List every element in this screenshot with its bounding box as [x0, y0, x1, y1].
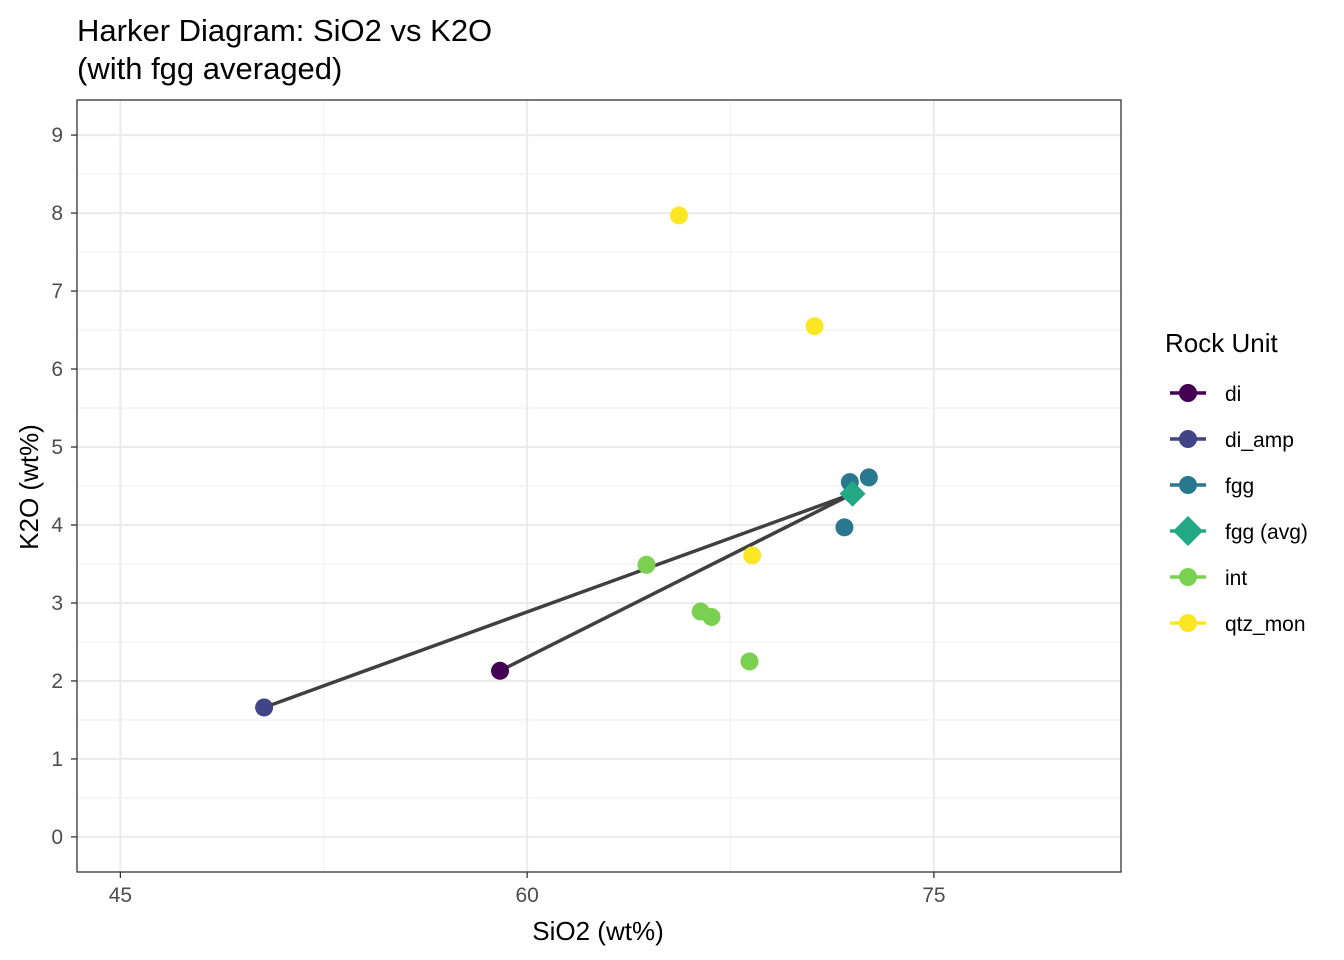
legend-title: Rock Unit [1165, 328, 1278, 358]
y-axis-title: K2O (wt%) [14, 424, 44, 550]
legend-label: fgg (avg) [1225, 521, 1308, 544]
legend-key-circle [1179, 384, 1197, 402]
legend-item: fgg (avg) [1170, 516, 1308, 546]
y-tick-label: 6 [51, 358, 63, 381]
data-point-qtz-mon [805, 317, 824, 336]
legend-item: fgg [1170, 475, 1254, 498]
legend-key-circle [1179, 476, 1197, 494]
legend-key-diamond [1173, 516, 1203, 546]
chart-title: Harker Diagram: SiO2 vs K2O (with fgg av… [77, 13, 492, 86]
y-tick-label: 8 [51, 202, 63, 225]
data-point-fgg [859, 468, 878, 487]
y-axis-ticks: 0 1 2 3 4 5 6 7 8 9 [51, 124, 77, 849]
y-tick-label: 3 [51, 592, 63, 615]
grid-lines [77, 100, 1121, 872]
legend-label: di [1225, 383, 1241, 406]
legend-key-circle [1179, 614, 1197, 632]
legend-item: di_amp [1170, 429, 1294, 452]
y-tick-label: 2 [51, 670, 63, 693]
y-tick-label: 9 [51, 124, 63, 147]
y-tick-label: 1 [51, 748, 63, 771]
data-point-int [740, 652, 759, 671]
x-tick-label: 45 [109, 884, 132, 907]
connector-lines [263, 492, 854, 710]
data-point-qtz-mon [743, 546, 762, 565]
y-tick-label: 0 [51, 826, 63, 849]
connector-line [499, 492, 854, 673]
x-axis-ticks: 45 60 75 [109, 872, 946, 907]
legend-key-circle [1179, 430, 1197, 448]
legend-item: di [1170, 383, 1241, 406]
data-point-qtz-mon [669, 206, 688, 225]
connector-line [263, 492, 854, 710]
data-point-fgg [835, 518, 854, 537]
data-point-int [702, 608, 721, 627]
x-tick-label: 75 [922, 884, 945, 907]
chart-title-line-2: (with fgg averaged) [77, 51, 342, 86]
legend-label: qtz_mon [1225, 613, 1306, 636]
legend-item: int [1170, 567, 1247, 590]
legend-label: di_amp [1225, 429, 1294, 452]
y-tick-label: 4 [51, 514, 63, 537]
y-tick-label: 5 [51, 436, 63, 459]
legend-item: qtz_mon [1170, 613, 1306, 636]
data-point-di [491, 661, 510, 680]
plot-panel-border [76, 99, 1122, 873]
data-point-fgg-avg [839, 480, 866, 507]
legend-key-circle [1179, 568, 1197, 586]
y-tick-label: 7 [51, 280, 63, 303]
legend-label: int [1225, 567, 1247, 590]
data-point-int [637, 555, 656, 574]
data-point-di-amp [255, 698, 274, 717]
x-tick-label: 60 [515, 884, 538, 907]
chart-title-line-1: Harker Diagram: SiO2 vs K2O [77, 13, 492, 48]
legend-label: fgg [1225, 475, 1254, 498]
x-axis-title: SiO2 (wt%) [532, 916, 663, 946]
data-points [255, 206, 878, 717]
